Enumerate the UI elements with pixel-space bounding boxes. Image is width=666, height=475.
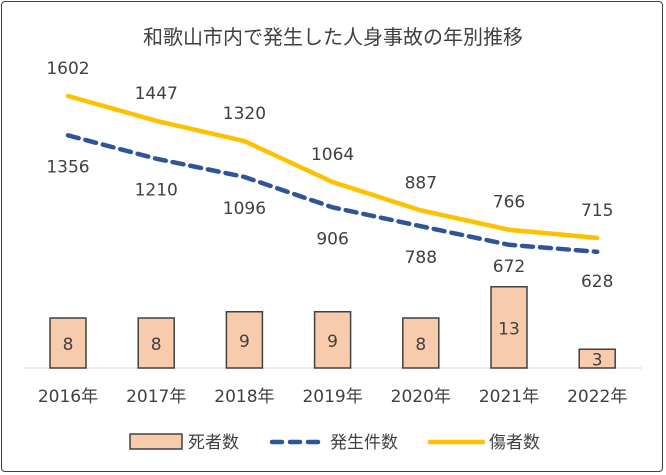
x-tick-label: 2017年: [126, 387, 186, 407]
x-tick-label: 2022年: [567, 387, 627, 407]
injured-label: 1447: [135, 84, 178, 104]
injured-label: 1320: [223, 104, 266, 124]
incidents-label: 788: [405, 248, 437, 268]
bar-deaths: [402, 317, 440, 369]
legend-swatch-deaths: [129, 433, 183, 450]
x-tick-label: 2016年: [38, 387, 98, 407]
legend-label-incidents: 発生件数: [330, 433, 398, 453]
injured-label: 887: [405, 173, 437, 193]
incidents-label: 906: [316, 229, 348, 249]
x-tick-label: 2019年: [302, 387, 362, 407]
injured-label: 1064: [311, 145, 354, 165]
bar-label: 8: [63, 335, 74, 355]
injured-label: 766: [493, 193, 525, 213]
injured-label: 715: [581, 201, 613, 221]
bar-deaths: [137, 317, 175, 369]
incidents-label: 1096: [223, 199, 266, 219]
legend-label-injured: 傷者数: [489, 433, 540, 453]
incidents-label: 1356: [46, 157, 89, 177]
x-tick-label: 2020年: [391, 387, 451, 407]
bar-label: 3: [592, 351, 603, 371]
line-incidents: [65, 133, 600, 255]
incidents-label: 672: [493, 257, 525, 277]
bar-label: 8: [151, 335, 162, 355]
chart-title: 和歌山市内で発生した人身事故の年別推移: [143, 25, 523, 49]
bar-deaths: [578, 348, 616, 369]
bar-deaths: [313, 311, 352, 369]
incidents-label: 1210: [135, 181, 178, 201]
bar-label: 9: [327, 332, 338, 352]
bar-deaths: [49, 317, 87, 369]
legend-label-deaths: 死者数: [188, 433, 239, 453]
incidents-label: 628: [581, 272, 613, 292]
bar-deaths: [490, 286, 528, 369]
bar-label: 13: [498, 319, 520, 339]
x-tick-label: 2021年: [479, 387, 539, 407]
bar-label: 8: [415, 335, 426, 355]
bar-label: 9: [239, 332, 250, 352]
line-injured: [65, 93, 600, 241]
bar-deaths: [225, 311, 264, 369]
injured-label: 1602: [46, 59, 89, 79]
x-tick-label: 2018年: [214, 387, 274, 407]
